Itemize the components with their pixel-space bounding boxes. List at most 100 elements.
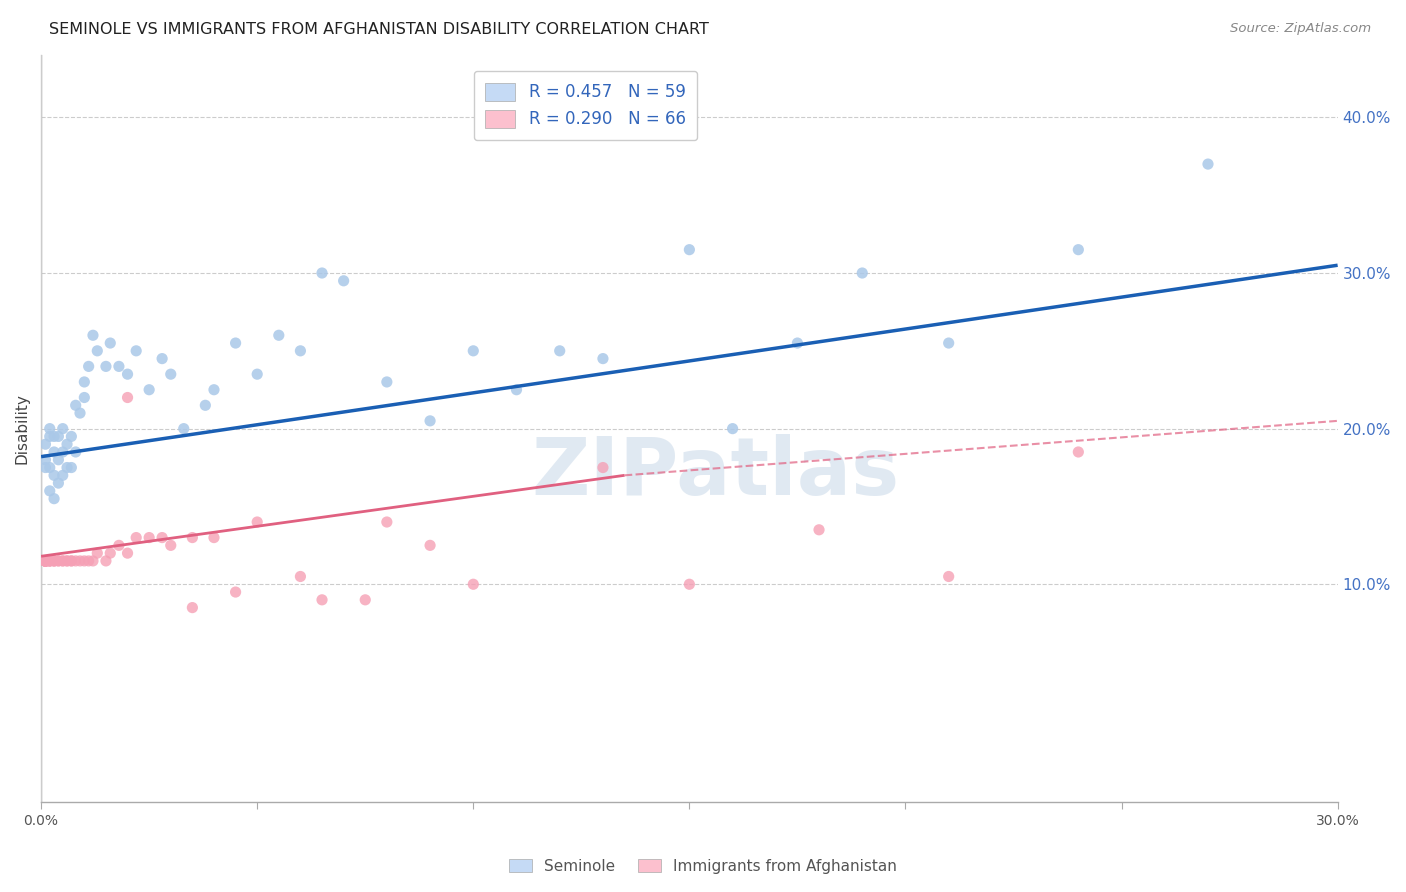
Point [267,328,290,343]
Point [678,243,700,257]
Point [34,554,56,568]
Point [34,554,56,568]
Point [73,391,96,405]
Point [34,554,56,568]
Point [65,398,87,412]
Point [42,445,65,459]
Point [34,554,56,568]
Point [375,515,398,529]
Point [52,554,75,568]
Point [311,592,333,607]
Point [34,554,56,568]
Point [34,554,56,568]
Point [332,274,354,288]
Point [34,554,56,568]
Point [1067,243,1090,257]
Point [125,343,148,358]
Point [38,422,60,436]
Point [38,554,60,568]
Point [290,343,312,358]
Point [375,375,398,389]
Point [60,554,83,568]
Point [1067,445,1090,459]
Point [34,554,56,568]
Point [419,414,441,428]
Point [52,554,75,568]
Point [125,531,148,545]
Point [1197,157,1219,171]
Point [60,554,83,568]
Point [808,523,831,537]
Point [202,531,225,545]
Point [98,336,121,351]
Point [463,343,485,358]
Point [52,468,75,483]
Point [38,460,60,475]
Point [592,460,614,475]
Point [38,483,60,498]
Point [82,328,104,343]
Point [173,422,195,436]
Point [60,429,83,443]
Point [463,577,485,591]
Legend: R = 0.457   N = 59, R = 0.290   N = 66: R = 0.457 N = 59, R = 0.290 N = 66 [474,71,697,140]
Point [34,554,56,568]
Point [56,437,79,451]
Point [42,554,65,568]
Point [34,460,56,475]
Point [69,406,91,420]
Point [48,452,70,467]
Point [34,554,56,568]
Point [52,422,75,436]
Point [77,554,100,568]
Point [94,359,117,374]
Point [42,429,65,443]
Point [108,538,131,552]
Point [34,554,56,568]
Point [42,468,65,483]
Point [86,546,108,560]
Point [42,491,65,506]
Point [34,554,56,568]
Point [38,554,60,568]
Point [419,538,441,552]
Point [505,383,527,397]
Point [38,554,60,568]
Text: Source: ZipAtlas.com: Source: ZipAtlas.com [1230,22,1371,36]
Point [150,351,173,366]
Point [42,554,65,568]
Point [34,554,56,568]
Point [48,429,70,443]
Y-axis label: Disability: Disability [15,393,30,464]
Point [246,367,269,381]
Point [159,538,181,552]
Point [786,336,808,351]
Point [56,460,79,475]
Point [65,554,87,568]
Point [48,476,70,491]
Point [117,391,139,405]
Point [34,554,56,568]
Point [69,554,91,568]
Point [34,437,56,451]
Point [194,398,217,412]
Point [34,452,56,467]
Text: SEMINOLE VS IMMIGRANTS FROM AFGHANISTAN DISABILITY CORRELATION CHART: SEMINOLE VS IMMIGRANTS FROM AFGHANISTAN … [49,22,709,37]
Point [117,546,139,560]
Point [246,515,269,529]
Point [48,554,70,568]
Point [150,531,173,545]
Point [311,266,333,280]
Point [34,554,56,568]
Point [225,585,247,599]
Point [938,336,960,351]
Point [86,343,108,358]
Point [98,546,121,560]
Point [851,266,873,280]
Point [290,569,312,583]
Point [181,600,204,615]
Point [60,460,83,475]
Point [38,554,60,568]
Point [82,554,104,568]
Point [117,367,139,381]
